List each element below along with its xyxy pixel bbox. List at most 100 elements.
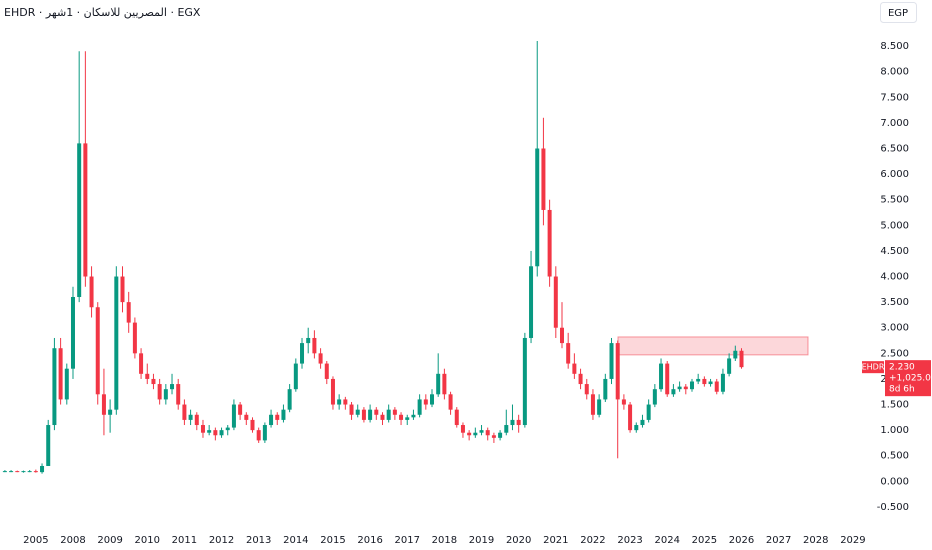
candle-body [516, 419, 521, 426]
candle-body [460, 425, 465, 433]
symbol-tag-label: EHDR [862, 363, 885, 372]
candle-body [219, 430, 224, 436]
candle-body [15, 471, 20, 473]
candle-body [578, 373, 583, 385]
y-tick-label: 3.500 [880, 297, 909, 308]
candle-body [423, 399, 428, 405]
x-tick-label: 2029 [840, 535, 865, 546]
candle-body [70, 297, 75, 369]
candle-body [659, 363, 664, 390]
candle-body [572, 363, 577, 374]
candle-body [318, 353, 323, 364]
x-tick-label: 2022 [580, 535, 605, 546]
candle-body [467, 432, 472, 436]
candle-body [40, 465, 45, 473]
candle-body [714, 381, 719, 392]
candle-body [374, 409, 379, 415]
candle-body [52, 348, 57, 426]
candle-body [132, 322, 137, 354]
candle-body [708, 381, 713, 385]
candle-body [114, 276, 119, 410]
candle-body [231, 404, 236, 428]
currency-label[interactable]: EGP [888, 8, 908, 19]
candle-body [504, 425, 509, 433]
candle-body [337, 399, 342, 405]
candle-body [33, 471, 38, 473]
candle-body [603, 378, 608, 400]
candle-body [522, 337, 527, 426]
candle-body [312, 337, 317, 354]
x-tick-label: 2016 [357, 535, 382, 546]
y-tick-label: 8.000 [880, 67, 909, 78]
candle-body [58, 348, 63, 400]
candle-body [343, 399, 348, 405]
candle-body [665, 363, 670, 395]
candle-body [430, 394, 435, 405]
candle-body [566, 343, 571, 364]
y-tick-label: 7.500 [880, 92, 909, 103]
x-tick-label: 2026 [729, 535, 754, 546]
candle-body [609, 343, 614, 379]
candle-body [510, 419, 515, 426]
candle-body [46, 425, 51, 466]
candle-body [473, 432, 478, 436]
candle-body [652, 389, 657, 405]
candle-body [634, 425, 639, 431]
candle-body [553, 276, 558, 328]
x-tick-label: 2008 [60, 535, 85, 546]
candle-body [417, 399, 422, 415]
candle-body [9, 471, 14, 473]
y-tick-label: 1.000 [880, 425, 909, 436]
candle-body [442, 373, 447, 395]
currency-button[interactable] [880, 2, 917, 23]
y-tick-label: 5.000 [880, 220, 909, 231]
candle-body [163, 389, 168, 400]
candle-body [683, 386, 688, 390]
candle-body [380, 414, 385, 420]
candle-body [21, 471, 26, 473]
candle-body [411, 414, 416, 418]
candle-body [238, 404, 243, 415]
x-tick-label: 2027 [766, 535, 791, 546]
candle-body [287, 389, 292, 410]
candle-body [244, 414, 249, 420]
candle-body [281, 409, 286, 420]
candle-body [170, 384, 175, 390]
x-tick-label: 2014 [283, 535, 308, 546]
candle-body [621, 399, 626, 405]
candle-body [330, 378, 335, 405]
y-tick-label: 7.000 [880, 118, 909, 129]
candle-body [646, 404, 651, 420]
candle-body [324, 363, 329, 379]
candle-body [448, 394, 453, 410]
candle-body [584, 384, 589, 395]
candle-body [436, 373, 441, 395]
x-tick-label: 2020 [506, 535, 531, 546]
candle-body [615, 343, 620, 400]
candle-body [386, 409, 391, 420]
x-tick-label: 2012 [209, 535, 234, 546]
candle-body [671, 389, 676, 395]
candle-body [225, 427, 230, 431]
candle-body [640, 419, 645, 426]
candle-body [739, 350, 744, 368]
candle-body [454, 409, 459, 426]
candle-body [200, 425, 205, 433]
x-tick-label: 2011 [172, 535, 197, 546]
x-tick-label: 2024 [654, 535, 679, 546]
candle-body [188, 414, 193, 420]
candle-body [535, 148, 540, 267]
x-tick-label: 2019 [469, 535, 494, 546]
candle-body [628, 404, 633, 431]
candle-body [262, 425, 267, 441]
x-tick-label: 2005 [23, 535, 48, 546]
x-tick-label: 2010 [135, 535, 160, 546]
candle-body [547, 209, 552, 277]
candle-body [77, 143, 82, 298]
x-tick-label: 2009 [97, 535, 122, 546]
y-tick-label: 5.500 [880, 195, 909, 206]
symbol-tag [862, 361, 884, 374]
candle-body [559, 327, 564, 344]
candle-body [145, 373, 150, 379]
candle-body [95, 307, 100, 395]
